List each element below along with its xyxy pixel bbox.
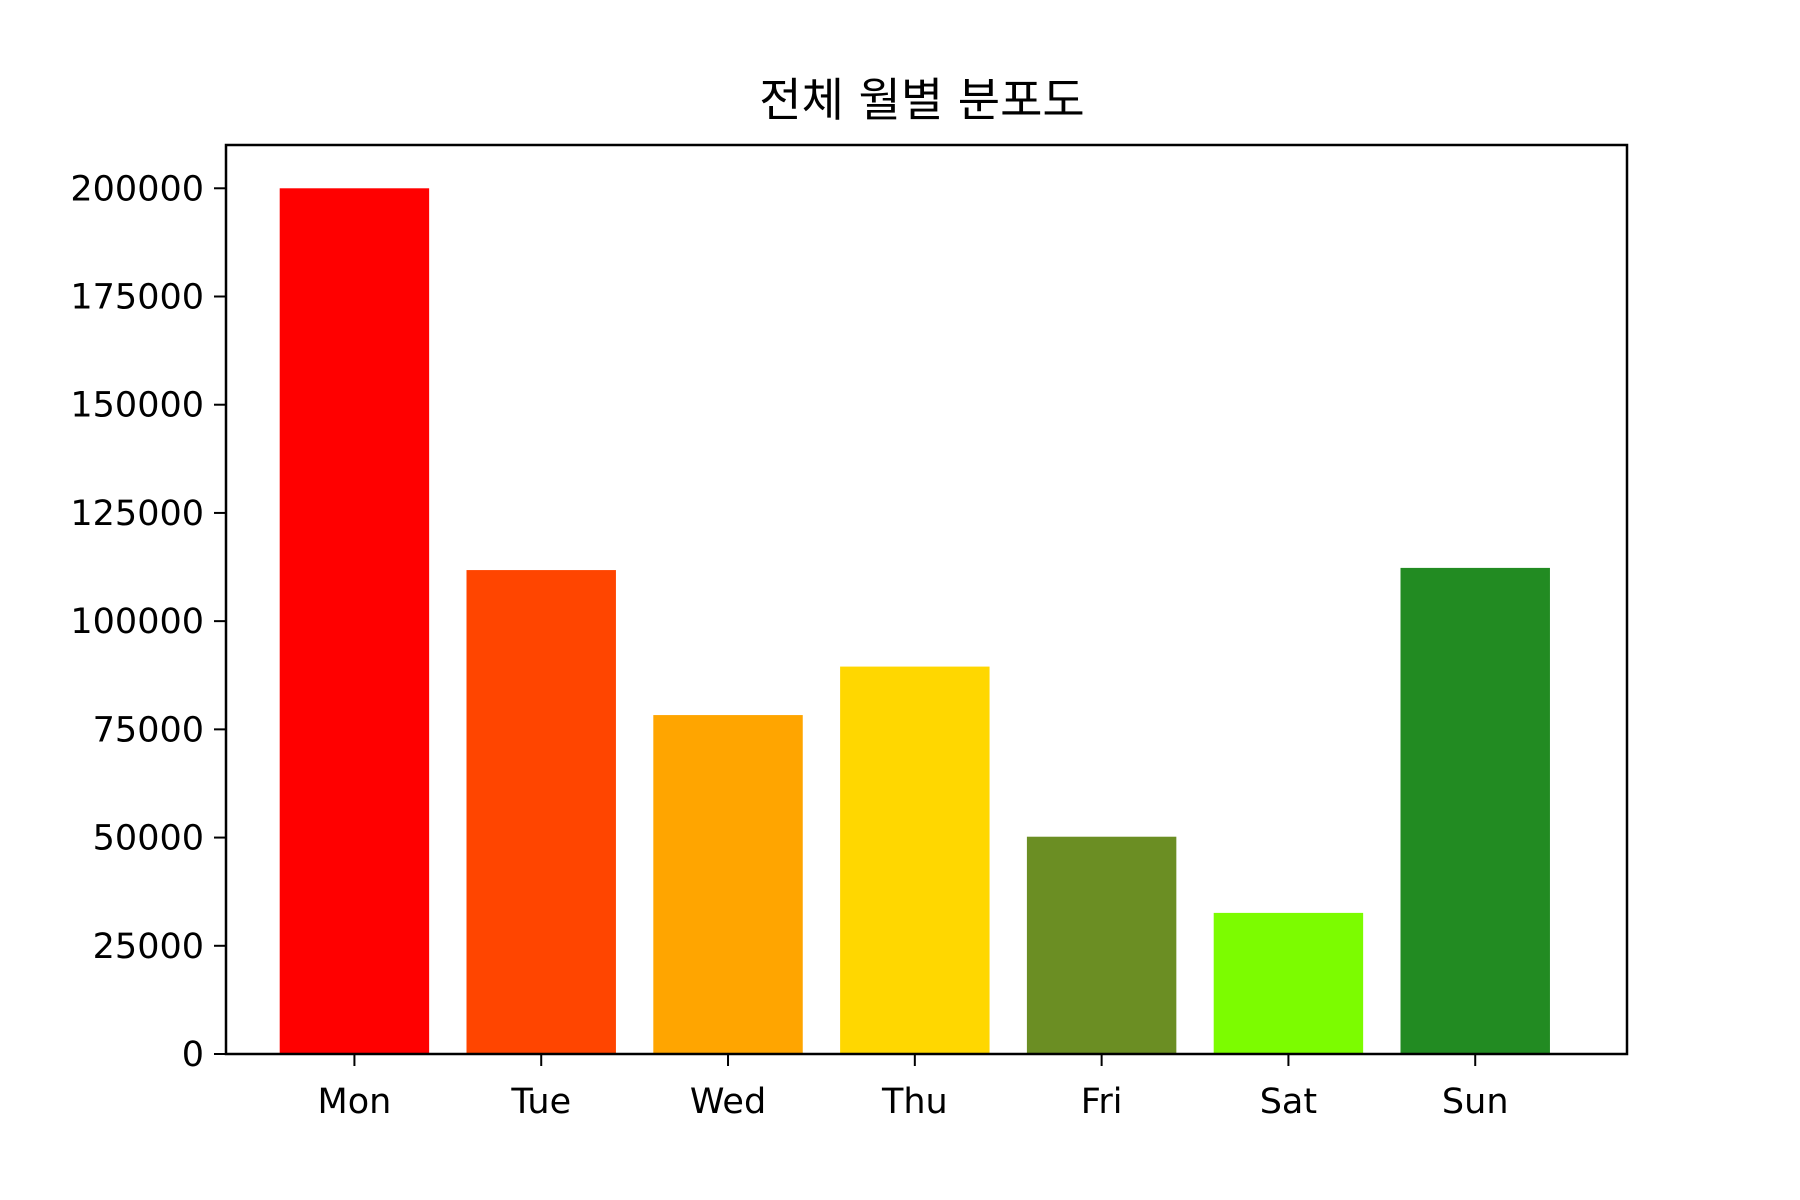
bar-mon [279,188,430,1055]
y-tick-label: 150000 [70,386,204,426]
x-tick-label-mon: Mon [318,1082,392,1122]
y-tick-label: 175000 [70,278,204,318]
bar-thu [840,666,990,1054]
x-tick-label-thu: Thu [881,1082,948,1122]
y-tick-label: 75000 [93,710,204,750]
x-tick-label-wed: Wed [690,1082,766,1122]
y-tick-label: 200000 [70,169,204,209]
bar-sun [1400,567,1550,1054]
y-tick-label: 25000 [93,927,204,967]
chart-title: 전체 월별 분포도 [759,73,1084,127]
x-tick-label-fri: Fri [1081,1082,1123,1122]
bars-layer [279,188,1550,1055]
y-tick-label: 0 [182,1035,204,1075]
bar-wed [653,715,803,1054]
x-axis: Mon Tue Wed Thu Fri Sat Sun [318,1054,1509,1122]
bar-sat [1213,912,1364,1054]
x-tick-label-sat: Sat [1260,1082,1317,1122]
bar-fri [1026,836,1177,1054]
plot-area-frame [224,143,1629,1056]
y-tick-label: 100000 [70,602,204,642]
x-tick-label-tue: Tue [510,1082,571,1122]
x-tick-label-sun: Sun [1442,1082,1509,1122]
y-tick-label: 50000 [93,819,204,859]
y-tick-label: 125000 [70,494,204,534]
bar-tue [466,570,616,1054]
y-axis: 0 25000 50000 75000 100000 125000 150000 175000… [70,169,226,1075]
